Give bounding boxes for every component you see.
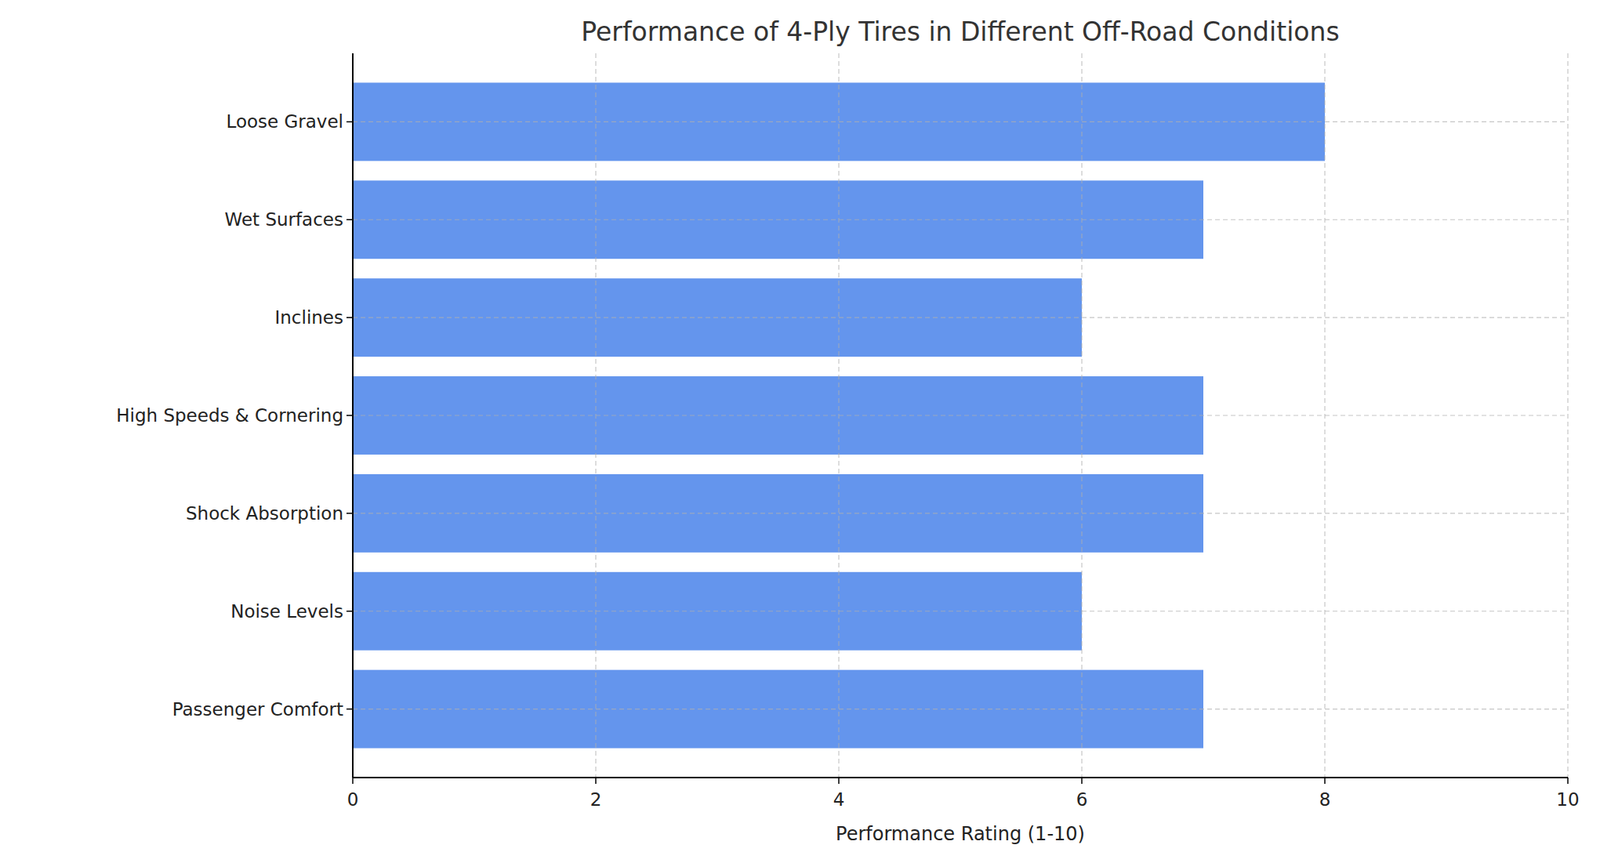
y-tick: [346, 121, 353, 124]
grid-line-y: [352, 317, 1568, 319]
y-tick-label: High Speeds & Cornering: [116, 405, 344, 426]
y-tick-label: Inclines: [275, 307, 345, 328]
x-tick: [1081, 777, 1083, 784]
y-tick: [346, 610, 353, 613]
y-tick: [346, 219, 353, 222]
x-tick-label: 0: [347, 789, 360, 810]
y-tick-label: Loose Gravel: [225, 111, 344, 132]
grid-line-y: [352, 219, 1568, 221]
grid-line-y: [352, 512, 1568, 514]
x-tick-label: 2: [590, 789, 603, 810]
x-tick: [351, 777, 354, 784]
y-tick: [346, 708, 353, 711]
chart-svg: 0 2 4 6 8 10 Loose Gravel Wet Surfaces Inclines H…: [0, 0, 1600, 863]
x-tick-label: 6: [1076, 789, 1089, 810]
x-tick: [838, 777, 840, 784]
y-tick-label: Shock Absorption: [185, 503, 344, 524]
grid-line-y: [352, 121, 1568, 123]
x-axis-line: [352, 776, 1568, 779]
y-tick: [346, 512, 353, 515]
x-axis-label: Performance Rating (1-10): [835, 823, 1085, 846]
grid-line-y: [352, 610, 1568, 612]
grid-line-y: [352, 414, 1568, 416]
y-tick: [346, 414, 353, 417]
x-tick-label: 8: [1319, 789, 1332, 810]
grid-line-y: [352, 708, 1568, 710]
title: Performance of 4-Ply Tires in Different …: [580, 16, 1339, 48]
x-tick: [1567, 777, 1569, 784]
grid: [352, 53, 1568, 778]
x-tick-label: 4: [833, 789, 846, 810]
chart-container: 0 2 4 6 8 10 Loose Gravel Wet Surfaces Inclines H…: [0, 0, 1600, 863]
y-tick-label: Noise Levels: [230, 601, 344, 622]
x-tick: [1324, 777, 1326, 784]
y-tick: [346, 316, 353, 319]
x-tick: [595, 777, 597, 784]
y-tick-label: Wet Surfaces: [224, 209, 344, 230]
x-tick-label: 10: [1556, 789, 1579, 810]
y-tick-label: Passenger Comfort: [172, 699, 344, 720]
